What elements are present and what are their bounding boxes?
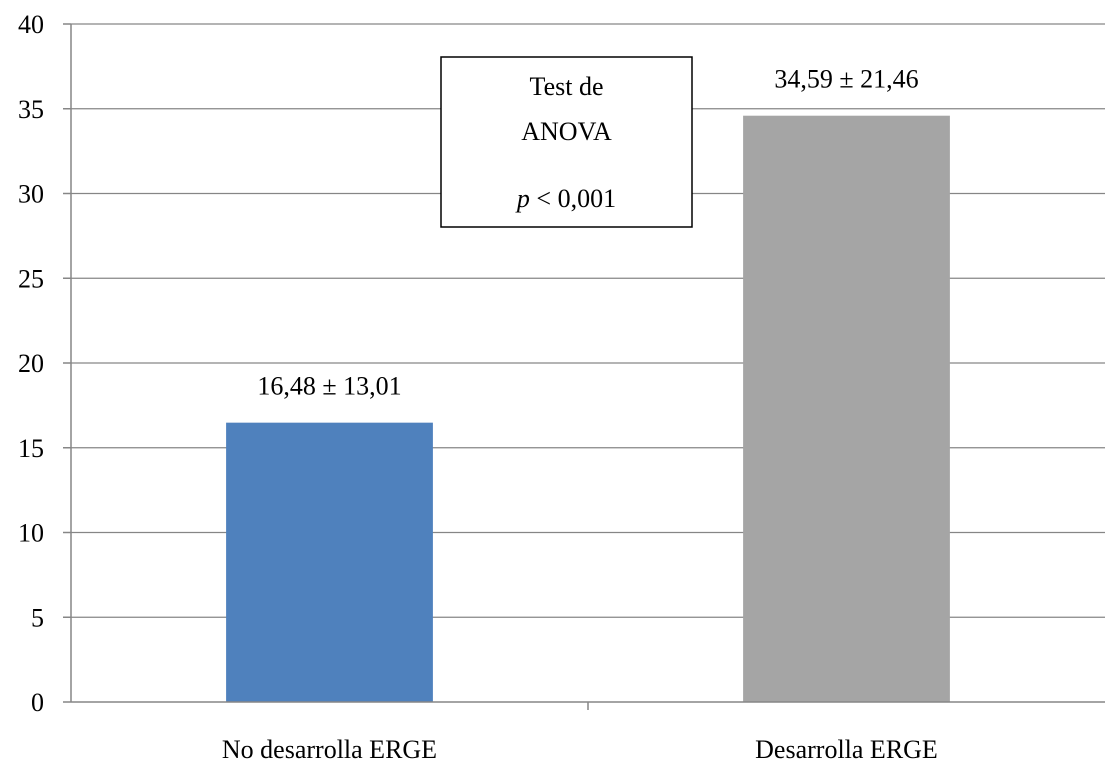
y-tick-label: 0 bbox=[31, 688, 44, 717]
x-axis-ticks: No desarrolla ERGE Desarrolla ERGE bbox=[222, 702, 938, 764]
bar-desarrolla-erge bbox=[743, 115, 950, 702]
y-tick-label: 5 bbox=[31, 603, 44, 632]
y-axis-ticks: 0 5 10 15 20 25 30 35 40 bbox=[18, 10, 71, 717]
annotation-border bbox=[440, 56, 693, 228]
bar-no-desarrolla-erge bbox=[226, 422, 433, 702]
y-tick-label: 15 bbox=[18, 434, 44, 463]
annotation-p-value: p < 0,001 bbox=[515, 184, 616, 213]
y-tick-label: 30 bbox=[18, 180, 44, 209]
x-category-label: Desarrolla ERGE bbox=[755, 735, 938, 764]
y-tick-label: 25 bbox=[18, 264, 44, 293]
p-symbol: p bbox=[515, 184, 530, 213]
x-category-label: No desarrolla ERGE bbox=[222, 735, 437, 764]
data-label: 34,59 ± 21,46 bbox=[774, 65, 918, 94]
annotation-line-2: ANOVA bbox=[521, 117, 612, 146]
anova-annotation-box: Test de ANOVA p < 0,001 bbox=[440, 56, 693, 228]
y-tick-label: 10 bbox=[18, 519, 44, 548]
p-value-text: < 0,001 bbox=[530, 184, 616, 213]
data-label: 16,48 ± 13,01 bbox=[257, 372, 401, 401]
y-tick-label: 35 bbox=[18, 95, 44, 124]
annotation-line-1: Test de bbox=[530, 72, 604, 101]
y-tick-label: 40 bbox=[18, 10, 44, 39]
y-tick-label: 20 bbox=[18, 349, 44, 378]
bars: 16,48 ± 13,01 34,59 ± 21,46 bbox=[226, 65, 950, 702]
